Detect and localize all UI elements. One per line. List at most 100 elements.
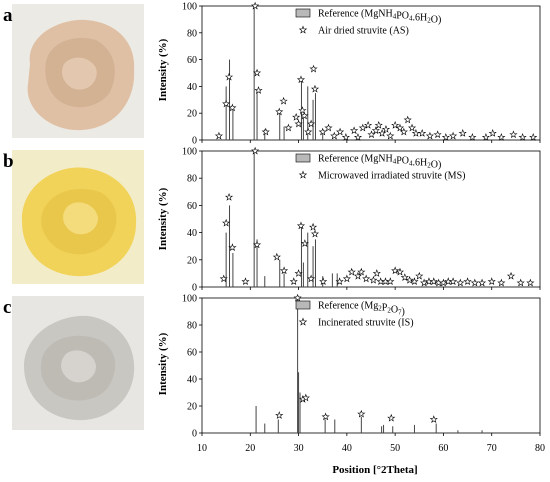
sample-peak-star bbox=[395, 123, 405, 132]
sample-peak-star bbox=[294, 119, 303, 128]
sample-peak-star bbox=[410, 277, 419, 286]
sample-peak-star bbox=[309, 64, 318, 73]
sample-peak-star bbox=[369, 275, 378, 284]
y-tick-label: 20 bbox=[187, 255, 197, 266]
sample-peak-star bbox=[387, 413, 396, 422]
sample-peak-star bbox=[386, 131, 395, 140]
sample-peak-star bbox=[296, 75, 306, 84]
photo-incinerated-struvite bbox=[12, 296, 144, 430]
sample-peak-star bbox=[280, 266, 289, 275]
y-tick-label: 0 bbox=[192, 136, 197, 147]
legend-reference-label: Reference (MgNH4PO4.6H2O) bbox=[318, 9, 441, 26]
y-tick-label: 20 bbox=[187, 109, 197, 120]
sample-peak-star bbox=[224, 192, 234, 201]
panel-label-b: b bbox=[3, 151, 14, 172]
sample-peak-star bbox=[391, 120, 400, 129]
powder-pile-c-image bbox=[24, 315, 135, 421]
sample-peak-star bbox=[254, 86, 263, 94]
sample-peak-star bbox=[518, 133, 527, 141]
sample-peak-star bbox=[310, 84, 320, 93]
sample-peak-star bbox=[279, 96, 288, 105]
sample-peak-star bbox=[526, 278, 535, 287]
sample-peak-star bbox=[350, 126, 359, 135]
plot-b: 0 20 40 60 80 100 Reference (MgNH4PO4.6H2O)Mic… bbox=[182, 146, 541, 294]
sample-peak-star bbox=[310, 229, 320, 238]
legend-sample-label: Microwaved irradiated struvite (MS) bbox=[318, 171, 465, 182]
sample-peak-star bbox=[294, 269, 303, 277]
legend-reference-label: Reference (MgNH4PO4.6H2O) bbox=[318, 154, 441, 171]
sample-peak-star bbox=[342, 274, 351, 283]
sample-peak-star bbox=[301, 393, 310, 402]
sample-peak-star bbox=[425, 131, 434, 140]
plot-a: 0 20 40 60 80 100 Reference (MgNH4PO4.6H2O)Air… bbox=[182, 1, 541, 147]
x-tick-label: 10 bbox=[197, 443, 207, 454]
sample-peak-star bbox=[308, 222, 318, 231]
x-tick-label: 40 bbox=[342, 443, 352, 454]
legend-reference-swatch bbox=[295, 153, 311, 163]
sample-peak-star bbox=[367, 130, 376, 139]
sample-peak-star bbox=[214, 131, 223, 140]
sample-peak-star bbox=[241, 277, 250, 286]
sample-peak-star bbox=[251, 1, 260, 10]
x-tick-label: 80 bbox=[535, 443, 545, 454]
plot-frame-a bbox=[201, 5, 541, 141]
sample-peak-star bbox=[293, 293, 302, 302]
x-tick-label: 20 bbox=[245, 443, 255, 454]
x-tick-label: 70 bbox=[487, 443, 497, 454]
sample-peak-star bbox=[441, 133, 450, 141]
sample-peak-star bbox=[357, 409, 366, 418]
legend-sample-label: Air dried struvite (AS) bbox=[318, 26, 409, 37]
sample-peak-star bbox=[275, 411, 284, 419]
sample-peak-star bbox=[318, 127, 327, 136]
sample-photos: a b c bbox=[0, 0, 150, 482]
sample-peak-star bbox=[429, 277, 438, 286]
y-tick-label: 100 bbox=[182, 2, 197, 13]
sample-peak-star bbox=[386, 277, 395, 286]
sample-peak-star bbox=[319, 277, 328, 286]
legend-reference-label: Reference (Mg2P2O7) bbox=[318, 301, 405, 318]
y-tick-label: 60 bbox=[187, 348, 197, 359]
sample-peak-star bbox=[395, 267, 405, 276]
sample-peak-star bbox=[358, 123, 367, 132]
sample-peak-star bbox=[364, 120, 373, 129]
sample-peak-star bbox=[362, 274, 371, 283]
sample-peak-star bbox=[391, 266, 400, 275]
sample-peak-star bbox=[407, 123, 417, 132]
sample-peak-star bbox=[403, 115, 412, 124]
sample-peak-star bbox=[433, 130, 442, 139]
sample-peak-star bbox=[300, 239, 309, 247]
sample-peak-star bbox=[341, 133, 350, 141]
plot-c: 0 20 40 60 80 100 Reference (Mg2P2O7)Incinerat… bbox=[182, 293, 541, 440]
sample-peak-star bbox=[298, 106, 307, 114]
y-tick-label: 0 bbox=[192, 283, 197, 294]
sample-peak-star bbox=[275, 107, 284, 116]
sample-peak-star bbox=[307, 274, 316, 283]
sample-peak-star bbox=[411, 129, 420, 137]
sample-peak-star bbox=[251, 146, 260, 155]
legend-reference-swatch bbox=[295, 8, 311, 18]
y-tick-label: 100 bbox=[182, 294, 197, 305]
sample-peak-star bbox=[456, 278, 465, 287]
y-tick-label: 80 bbox=[187, 174, 197, 185]
sample-peak-star bbox=[228, 243, 237, 252]
sample-peak-star bbox=[222, 218, 231, 227]
y-tick-label: 0 bbox=[192, 429, 197, 440]
sample-peak-star bbox=[330, 131, 339, 140]
sample-peak-star bbox=[228, 103, 237, 112]
sample-peak-star bbox=[458, 129, 467, 137]
sample-peak-star bbox=[371, 126, 380, 135]
sample-peak-star bbox=[463, 277, 472, 286]
sample-peak-star bbox=[439, 278, 448, 287]
y-tick-label: 60 bbox=[187, 55, 197, 66]
y-tick-label: 20 bbox=[187, 402, 197, 413]
x-tick-label: 60 bbox=[438, 443, 448, 454]
sample-peak-star bbox=[477, 278, 487, 287]
sample-peak-star bbox=[307, 119, 316, 128]
sample-peak-star bbox=[284, 123, 293, 132]
sample-peak-star bbox=[335, 277, 344, 286]
sample-peak-star bbox=[347, 267, 356, 276]
sample-peak-star bbox=[353, 271, 363, 280]
sample-peak-star bbox=[470, 278, 479, 287]
